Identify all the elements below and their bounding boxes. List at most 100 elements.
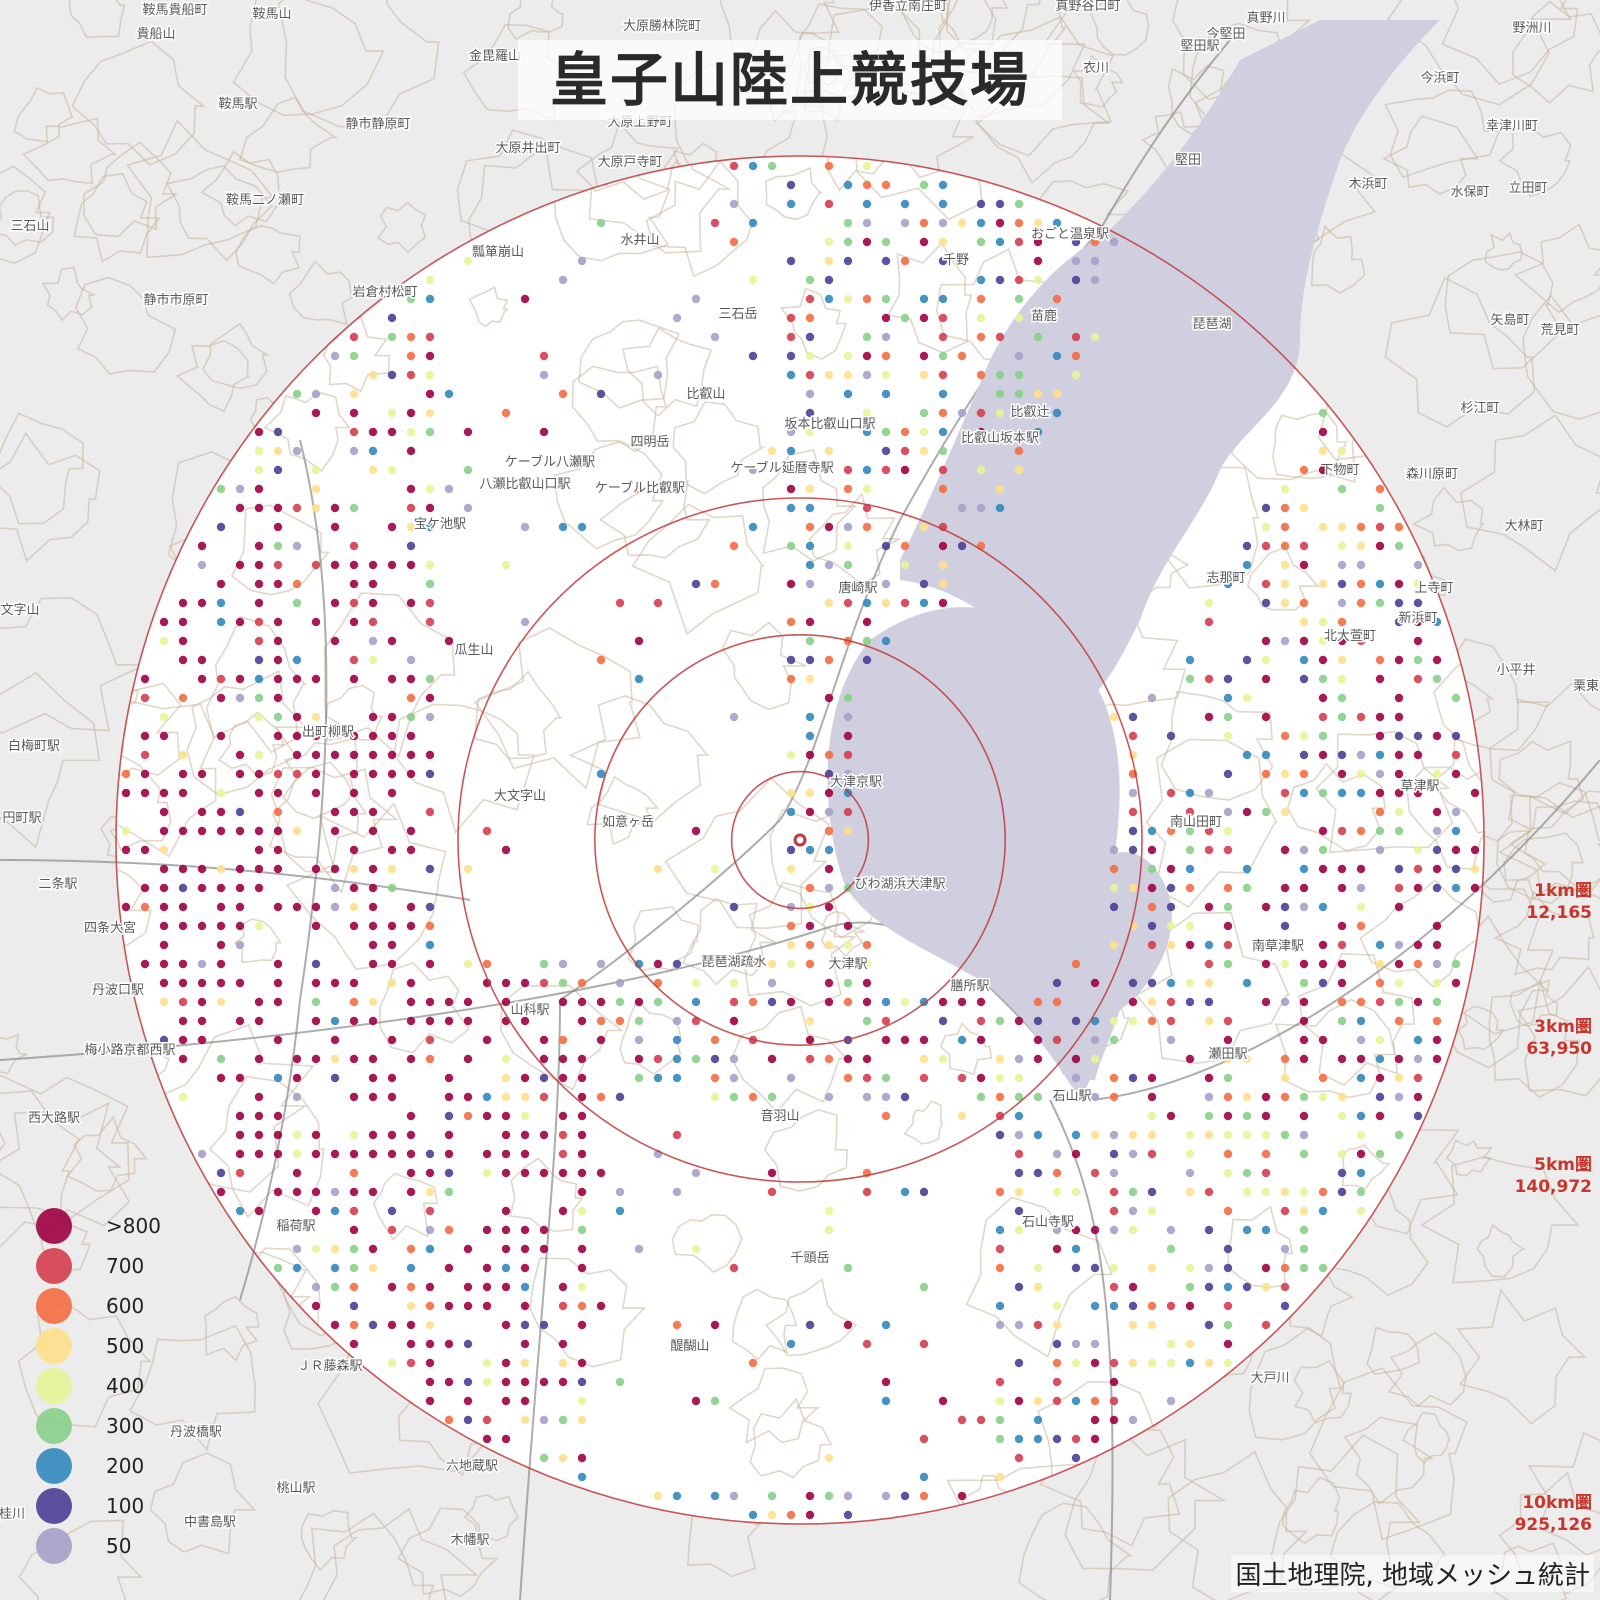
contour-line: [0, 412, 84, 525]
population-dot: [520, 1301, 530, 1311]
population-dot: [368, 579, 378, 589]
population-dot: [425, 1396, 435, 1406]
population-dot: [976, 237, 986, 247]
population-dot: [1356, 522, 1366, 532]
population-dot: [843, 1491, 853, 1501]
population-dot: [995, 237, 1005, 247]
population-dot: [1451, 978, 1461, 988]
population-dot: [919, 1054, 929, 1064]
contour-line: [1366, 1326, 1420, 1376]
legend-swatch: [36, 1288, 72, 1324]
population-dot: [1071, 1339, 1081, 1349]
population-dot: [824, 883, 834, 893]
population-dot: [900, 313, 910, 323]
ring-10km: [115, 155, 1485, 1525]
population-dot: [1033, 1016, 1043, 1026]
population-dot: [862, 522, 872, 532]
population-dot: [330, 864, 340, 874]
population-dot: [786, 902, 796, 912]
population-dot: [254, 636, 264, 646]
population-dot: [1128, 1225, 1138, 1235]
population-dot: [406, 332, 416, 342]
population-dot: [387, 408, 397, 418]
population-dot: [1147, 1149, 1157, 1159]
population-dot: [1204, 1263, 1214, 1273]
population-dot: [805, 351, 815, 361]
contour-line: [232, 0, 385, 117]
population-dot: [1375, 1149, 1385, 1159]
population-dot: [938, 997, 948, 1007]
population-dot: [216, 674, 226, 684]
population-dot: [1090, 332, 1100, 342]
population-dot: [1356, 997, 1366, 1007]
population-dot: [634, 959, 644, 969]
population-dot: [843, 1073, 853, 1083]
contour-line: [473, 670, 563, 760]
population-dot: [729, 712, 739, 722]
contour-line: [1359, 879, 1482, 988]
population-dot: [1166, 1358, 1176, 1368]
population-dot: [1299, 845, 1309, 855]
population-dot: [577, 1263, 587, 1273]
contour-line: [379, 961, 470, 1054]
population-dot: [1356, 1016, 1366, 1026]
population-dot: [349, 1339, 359, 1349]
population-dot: [1052, 1225, 1062, 1235]
population-dot: [577, 1320, 587, 1330]
population-dot: [577, 1396, 587, 1406]
population-dot: [159, 617, 169, 627]
population-dot: [368, 1320, 378, 1330]
population-dot: [919, 1339, 929, 1349]
population-dot: [1318, 1073, 1328, 1083]
population-dot: [330, 750, 340, 760]
population-dot: [1337, 522, 1347, 532]
population-dot: [995, 275, 1005, 285]
population-dot: [425, 769, 435, 779]
population-dot: [957, 503, 967, 513]
population-dot: [881, 1396, 891, 1406]
population-dot: [1223, 1073, 1233, 1083]
population-dot: [1185, 1054, 1195, 1064]
population-dot: [1033, 1434, 1043, 1444]
population-dot: [862, 617, 872, 627]
population-dot: [1451, 769, 1461, 779]
population-dot: [273, 560, 283, 570]
population-dot: [140, 693, 150, 703]
contour-line: [1522, 294, 1600, 421]
population-dot: [1375, 959, 1385, 969]
legend-label: 500: [106, 1334, 145, 1358]
population-dot: [1261, 541, 1271, 551]
population-dot: [520, 1415, 530, 1425]
population-dot: [862, 408, 872, 418]
population-dot: [387, 959, 397, 969]
contour-line: [205, 615, 308, 754]
population-dot: [1337, 693, 1347, 703]
population-dot: [482, 1111, 492, 1121]
population-dot: [1318, 446, 1328, 456]
contour-line: [1456, 1005, 1506, 1051]
population-dot: [1014, 1282, 1024, 1292]
population-dot: [406, 522, 416, 532]
population-dot: [558, 1073, 568, 1083]
population-dot: [273, 674, 283, 684]
population-dot: [1242, 560, 1252, 570]
population-dot: [1261, 750, 1271, 760]
population-dot: [938, 1054, 948, 1064]
population-dot: [1280, 522, 1290, 532]
population-dot: [1071, 1130, 1081, 1140]
population-dot: [292, 712, 302, 722]
population-dot: [216, 940, 226, 950]
population-dot: [1337, 750, 1347, 760]
population-dot: [1413, 1054, 1423, 1064]
population-dot: [425, 1339, 435, 1349]
population-dot: [1299, 541, 1309, 551]
population-dot: [1261, 1187, 1271, 1197]
population-dot: [254, 484, 264, 494]
population-dot: [349, 997, 359, 1007]
population-dot: [1261, 1149, 1271, 1159]
population-dot: [444, 1016, 454, 1026]
population-dot: [957, 1415, 967, 1425]
population-dot: [786, 427, 796, 437]
population-dot: [1394, 598, 1404, 608]
contour-line: [808, 492, 901, 585]
